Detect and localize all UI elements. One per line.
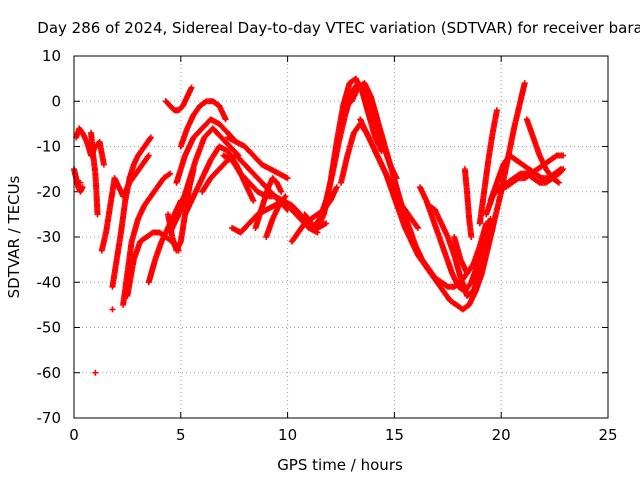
data-point: [560, 166, 567, 173]
series-arc-3: [88, 129, 101, 218]
series-arc-14: [182, 143, 257, 218]
data-point: [145, 152, 152, 159]
x-tick-label: 0: [69, 426, 79, 444]
x-tick-label: 20: [492, 426, 511, 444]
series-arc-19: [252, 175, 285, 231]
data-layer: [71, 75, 567, 376]
data-point: [250, 197, 257, 204]
data-point: [559, 167, 566, 174]
chart-title: Day 286 of 2024, Sidereal Day-to-day VTE…: [37, 19, 640, 37]
series-arc-20: [263, 193, 289, 240]
data-point: [79, 184, 86, 191]
data-point: [323, 220, 330, 227]
y-tick-label: -10: [37, 138, 62, 156]
data-point: [468, 234, 475, 240]
y-tick-label: -50: [37, 319, 62, 337]
series-arc-28: [425, 202, 496, 299]
data-point: [147, 134, 154, 141]
data-point: [414, 224, 421, 231]
x-axis-label: GPS time / hours: [277, 456, 403, 474]
data-point: [489, 224, 496, 231]
data-point: [282, 193, 289, 200]
series-arc-31: [476, 107, 500, 227]
data-point: [94, 211, 101, 218]
series-outliers: [77, 179, 116, 376]
series-arc-11: [177, 98, 229, 150]
data-point: [109, 306, 116, 313]
data-point: [487, 215, 494, 222]
x-tick-label: 5: [176, 426, 186, 444]
x-tick-label: 15: [385, 426, 404, 444]
y-tick-label: -20: [37, 183, 62, 201]
data-point: [77, 179, 84, 186]
data-point: [222, 116, 229, 123]
x-tick-label: 25: [598, 426, 617, 444]
data-point: [493, 107, 500, 114]
data-point: [284, 175, 291, 182]
y-tick-label: 10: [42, 47, 61, 65]
data-point: [92, 369, 99, 376]
series-arc-30: [461, 166, 475, 240]
series-arc-1: [71, 166, 86, 195]
series-arc-10: [162, 84, 195, 114]
series-arc-12: [173, 116, 240, 186]
data-point: [100, 161, 107, 168]
x-tick-label: 10: [278, 426, 297, 444]
data-point: [278, 188, 285, 195]
series-arc-35: [491, 166, 567, 195]
series-arc-13: [167, 125, 242, 236]
data-point: [188, 84, 195, 91]
data-point: [560, 152, 567, 159]
series-arc-34: [523, 116, 562, 186]
y-tick-label: -40: [37, 273, 62, 291]
plot-frame: [73, 55, 609, 419]
y-axis-label: SDTVAR / TECUs: [5, 175, 23, 298]
y-tick-label: 0: [51, 92, 61, 110]
y-tick-label: -30: [37, 228, 62, 246]
series-arc-26: [357, 80, 528, 313]
series-arc-17: [224, 134, 291, 182]
data-point: [521, 80, 528, 87]
data-point: [167, 170, 174, 177]
tick-layer: 0 5 10 15 20 25 10 0 -10 -20 -30 -40 -50 -60 -70: [37, 47, 618, 444]
data-point: [555, 179, 562, 186]
y-tick-label: -60: [37, 364, 62, 382]
data-point: [333, 184, 340, 191]
y-tick-label: -70: [37, 409, 62, 427]
series-arc-29: [451, 220, 490, 277]
series-arc-5: [109, 134, 154, 290]
data-point: [483, 220, 490, 227]
